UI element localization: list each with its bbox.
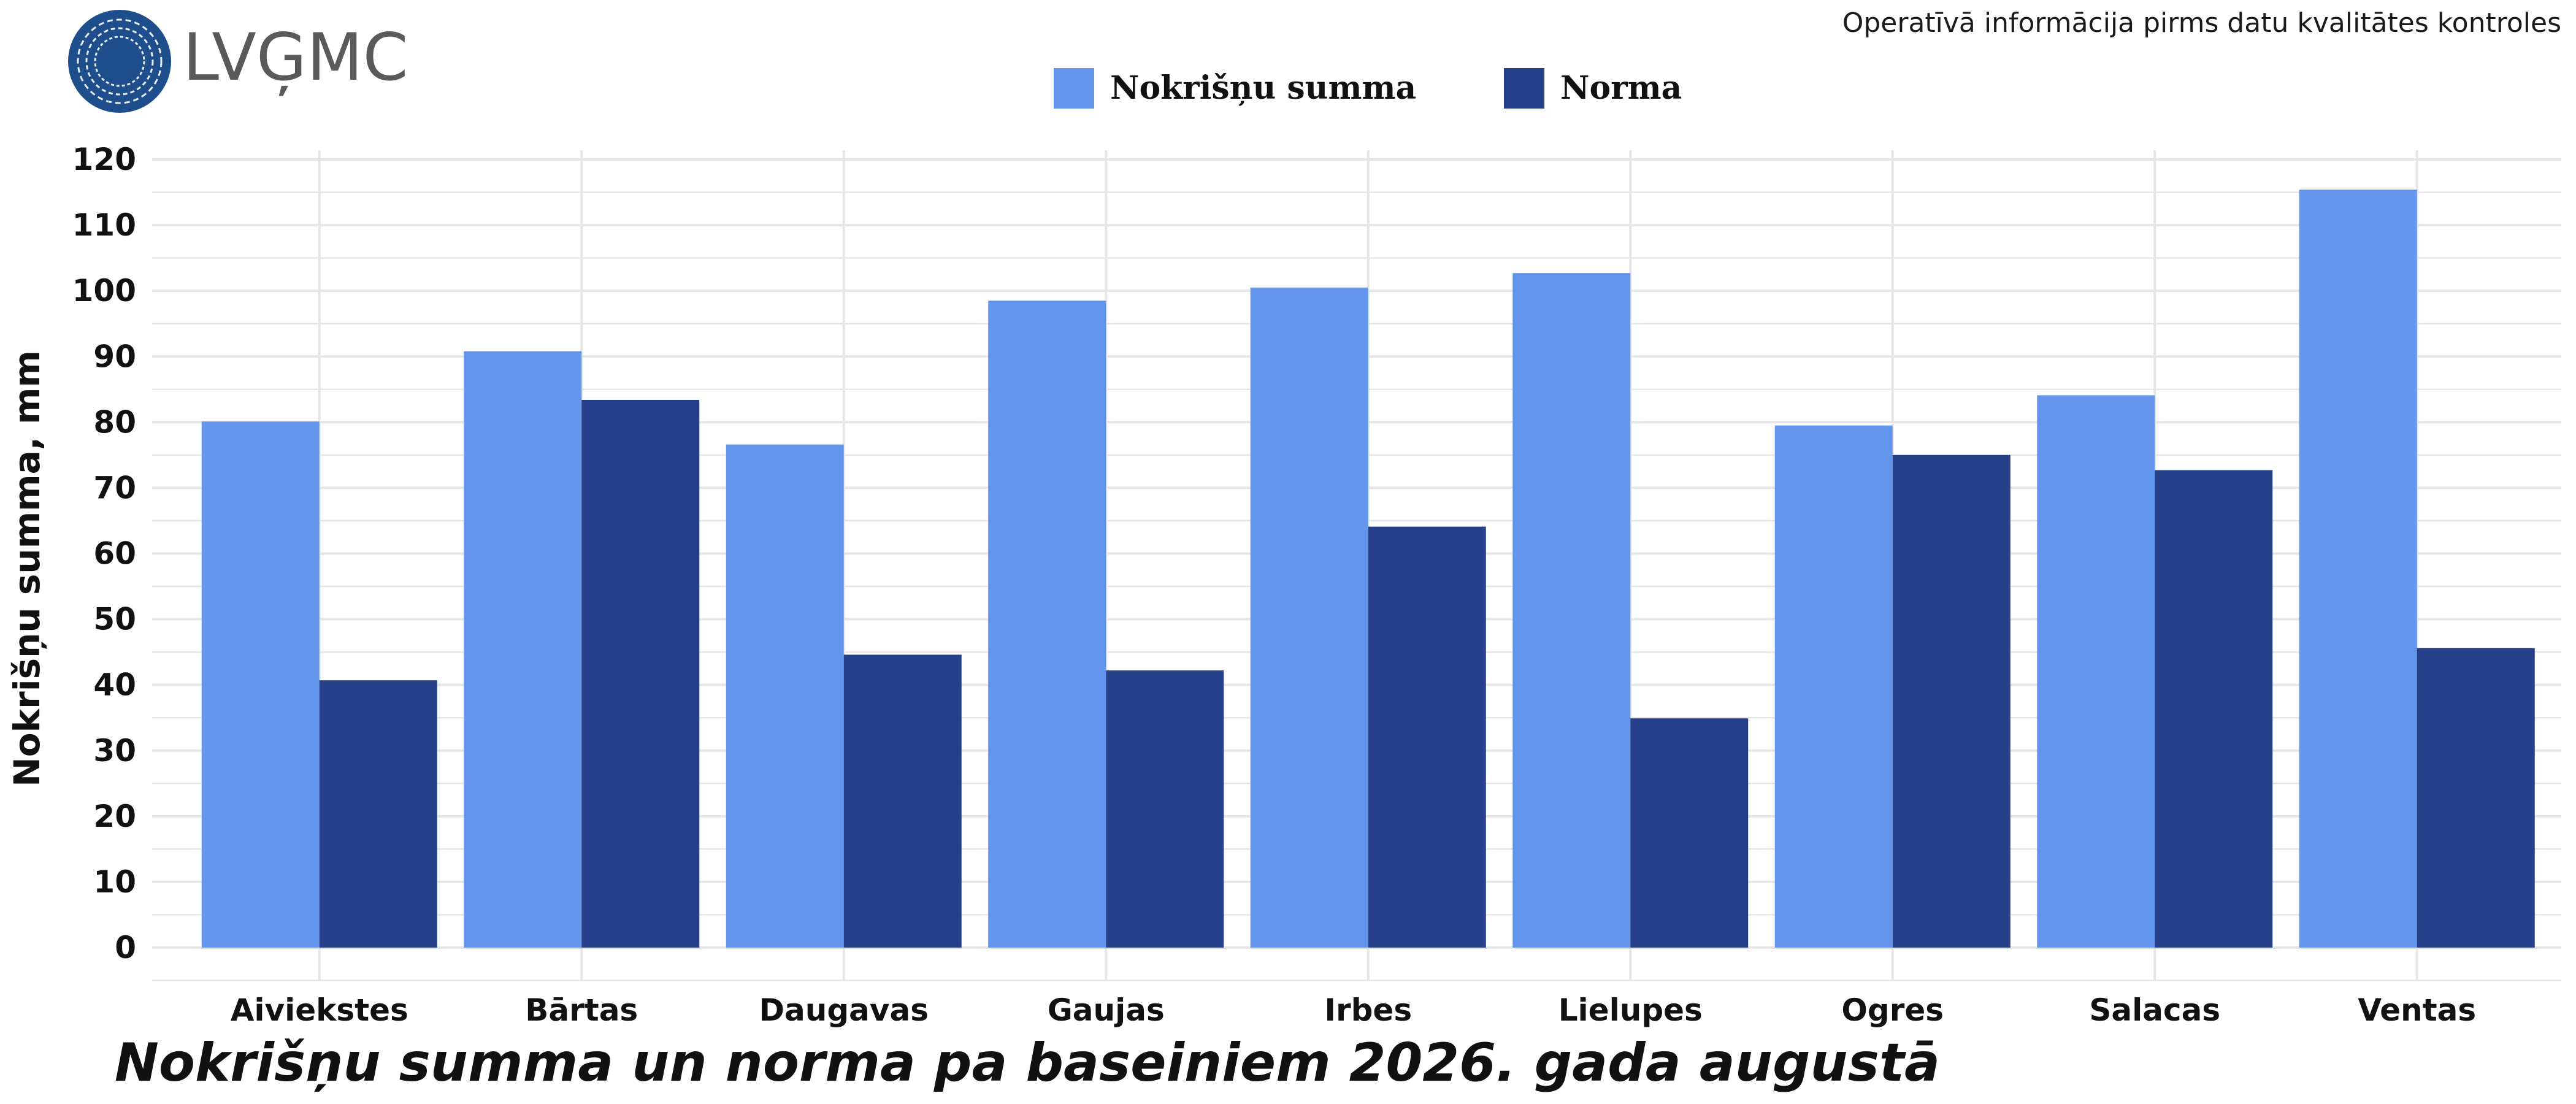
- legend-swatch-nokrisnu-summa: [1054, 68, 1094, 109]
- bar-norma: [1892, 454, 2011, 948]
- y-tick-label: 90: [93, 339, 136, 374]
- legend-label-norma: Norma: [1560, 69, 1682, 107]
- x-tick-label: Aiviekstes: [231, 992, 408, 1028]
- logo-ring-3: [94, 36, 145, 87]
- y-tick-label: 0: [115, 930, 136, 965]
- legend-label-nokrisnu-summa: Nokrišņu summa: [1110, 69, 1416, 107]
- y-tick-label: 100: [72, 273, 136, 309]
- legend-swatch-norma: [1504, 68, 1544, 109]
- legend: Nokrišņu summa Norma: [1054, 68, 1682, 109]
- x-tick-label: Ventas: [2358, 992, 2476, 1028]
- bar-nokrisnu-summa: [726, 444, 844, 948]
- x-tick-label: Bārtas: [525, 992, 638, 1028]
- bar-norma: [2155, 470, 2273, 948]
- bar-norma: [1630, 718, 1749, 948]
- bar-nokrisnu-summa: [2299, 190, 2417, 948]
- bar-nokrisnu-summa: [201, 421, 320, 948]
- bar-norma: [581, 399, 700, 948]
- y-tick-label: 50: [93, 602, 136, 637]
- x-tick-label: Lielupes: [1558, 992, 1703, 1028]
- y-tick-label: 60: [93, 536, 136, 572]
- y-tick-label: 70: [93, 470, 136, 505]
- y-axis-ticks: 0 10 20 30 40 50 60 70 80 90 100 110 120: [72, 142, 136, 965]
- bar-norma: [2417, 648, 2535, 948]
- x-tick-label: Irbes: [1324, 992, 1412, 1028]
- x-tick-label: Ogres: [1841, 992, 1944, 1028]
- bar-norma: [319, 680, 437, 948]
- bar-norma: [1106, 670, 1224, 948]
- y-tick-label: 40: [93, 667, 136, 703]
- logo-ring-2: [85, 27, 154, 96]
- bar-nokrisnu-summa: [2037, 395, 2155, 948]
- bars: [201, 190, 2535, 948]
- x-tick-label: Daugavas: [759, 992, 929, 1028]
- y-tick-label: 80: [93, 404, 136, 440]
- bar-norma: [1368, 526, 1486, 948]
- y-tick-label: 10: [93, 864, 136, 900]
- bar-norma: [843, 654, 962, 948]
- y-tick-label: 110: [72, 207, 136, 243]
- logo-globe-icon: [68, 10, 171, 113]
- bar-nokrisnu-summa: [464, 351, 582, 948]
- data-quality-note: Operatīvā informācija pirms datu kvalitā…: [1842, 7, 2561, 39]
- y-tick-label: 30: [93, 733, 136, 769]
- bar-nokrisnu-summa: [988, 301, 1106, 948]
- logo-ring-1: [77, 18, 163, 104]
- y-axis-title: Nokrišņu summa, mm: [6, 350, 48, 787]
- bar-nokrisnu-summa: [1250, 287, 1368, 948]
- bar-nokrisnu-summa: [1774, 425, 1893, 948]
- y-tick-label: 120: [72, 142, 136, 177]
- x-tick-label: Salacas: [2089, 992, 2220, 1028]
- y-tick-label: 20: [93, 799, 136, 834]
- chart-title: Nokrišņu summa un norma pa baseiniem 202…: [115, 1032, 1940, 1094]
- logo-text: LVĢMC: [183, 20, 408, 96]
- x-axis-ticks: Aiviekstes Bārtas Daugavas Gaujas Irbes Lielu…: [231, 992, 2476, 1028]
- bar-nokrisnu-summa: [1512, 273, 1631, 948]
- lvgmc-logo: LVĢMC: [68, 10, 408, 113]
- x-tick-label: Gaujas: [1048, 992, 1165, 1028]
